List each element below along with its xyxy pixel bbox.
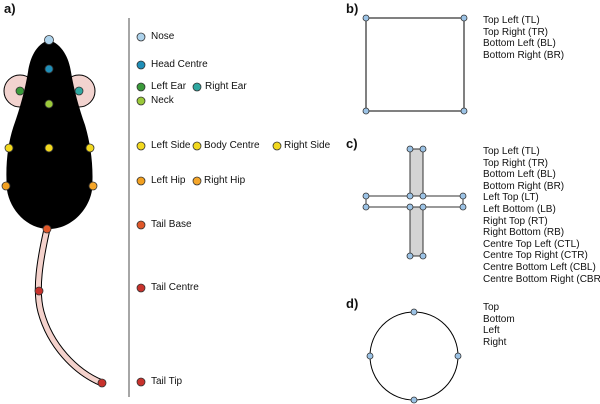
cross-horizontal-bar: [365, 195, 464, 208]
left-side-point: [4, 143, 14, 153]
legend-label-nose: Nose: [151, 31, 175, 42]
cross-vertex-lb: [362, 203, 370, 211]
cross-vertex-cbl: [406, 203, 414, 211]
list-item: Top Left (TL): [483, 15, 540, 26]
neck-point: [44, 99, 54, 109]
legend-label-left-hip: Left Hip: [151, 175, 186, 186]
body-centre-point: [44, 143, 54, 153]
tail-centre-legend-dot: [136, 283, 146, 293]
cross-shape: [365, 148, 464, 257]
list-item: Bottom Left (BL): [483, 169, 556, 181]
legend-label-left-side: Left Side: [151, 140, 191, 151]
list-item: Centre Bottom Left (CBL): [483, 261, 596, 273]
cross-vertices: [362, 145, 467, 260]
head-centre-legend-dot: [136, 60, 146, 70]
panel-a-label: a): [4, 1, 16, 16]
tail-tip-point: [97, 378, 107, 388]
left-hip-legend-dot: [136, 176, 146, 186]
list-item: Bottom Right (BR): [483, 49, 565, 61]
left-side-legend-dot: [136, 141, 146, 151]
neck-legend-dot: [136, 96, 146, 106]
rectangle-vertices: [362, 14, 468, 115]
list-item: Right Bottom (RB): [483, 227, 565, 239]
circle-vertices: [366, 308, 462, 404]
circle-vertex-left: [366, 352, 374, 360]
rectangle-shape: [365, 17, 465, 112]
cross-vertex-br: [419, 252, 427, 260]
rectangle-vertex-br: [460, 107, 468, 115]
cross-points-list: Top Left (TL) Top Right (TR) Bottom Left…: [483, 146, 600, 285]
cross-vertex-lt: [362, 192, 370, 200]
legend-label-body-centre: Body Centre: [204, 140, 260, 151]
head-centre-point: [44, 64, 54, 74]
legend-label-right-hip: Right Hip: [204, 175, 246, 186]
legend-label-neck: Neck: [151, 95, 174, 106]
body-centre-legend-dot: [192, 141, 202, 151]
list-item: Centre Top Left (CTL): [483, 238, 580, 250]
keypoint-legend-dots: [136, 32, 282, 387]
mouse-keypoints: [1, 35, 107, 388]
circle-vertex-top: [410, 308, 418, 316]
legend-label-tail-base: Tail Base: [151, 219, 192, 230]
right-hip-point: [88, 181, 98, 191]
cross-vertex-ctr: [419, 192, 427, 200]
panel-b-label: b): [346, 1, 359, 16]
list-item: Left Top (LT): [483, 192, 539, 204]
rectangle-vertex-tr: [460, 14, 468, 22]
tail-tip-legend-dot: [136, 377, 146, 387]
tail-base-legend-dot: [136, 220, 146, 230]
list-item: Bottom: [483, 313, 515, 325]
circle-points-list: Top Bottom Left Right: [483, 302, 515, 348]
legend-label-head-centre: Head Centre: [151, 59, 208, 70]
nose-point: [44, 35, 54, 45]
left-hip-point: [1, 181, 11, 191]
right-side-point: [85, 143, 95, 153]
list-item: Right: [483, 336, 507, 348]
left-ear-point: [15, 86, 25, 96]
cross-vertex-rt: [459, 192, 467, 200]
panel-d-label: d): [346, 296, 359, 311]
left-ear-legend-dot: [136, 82, 146, 92]
right-ear-point: [74, 86, 84, 96]
list-item: Top Left (TL): [483, 146, 540, 157]
legend-label-left-ear: Left Ear: [151, 81, 187, 92]
mouse-body: [6, 40, 93, 229]
right-hip-legend-dot: [192, 176, 202, 186]
rectangle-vertex-tl: [362, 14, 370, 22]
list-item: Centre Top Right (CTR): [483, 250, 588, 262]
right-side-legend-dot: [272, 141, 282, 151]
tail-base-point: [42, 224, 52, 234]
cross-vertex-rb: [459, 203, 467, 211]
list-item: Right Top (RT): [483, 215, 548, 227]
list-item: Centre Bottom Right (CBR): [483, 273, 600, 285]
mouse-tail-fill: [35, 226, 105, 386]
list-item: Top: [483, 302, 500, 313]
cross-vertex-tr: [419, 145, 427, 153]
cross-vertex-cbr: [419, 203, 427, 211]
panel-c-label: c): [346, 136, 358, 151]
right-ear-legend-dot: [192, 82, 202, 92]
list-item: Left: [483, 325, 500, 337]
legend-label-right-ear: Right Ear: [205, 81, 247, 92]
circle-shape: [369, 311, 459, 401]
nose-legend-dot: [136, 32, 146, 42]
cross-vertex-tl: [406, 145, 414, 153]
legend-label-tail-tip: Tail Tip: [151, 376, 183, 387]
legend-label-tail-centre: Tail Centre: [151, 282, 199, 293]
circle-vertex-bottom: [410, 396, 418, 404]
list-item: Top Right (TR): [483, 26, 549, 38]
rectangle-vertex-bl: [362, 107, 370, 115]
circle-vertex-right: [454, 352, 462, 360]
cross-vertex-bl: [406, 252, 414, 260]
cross-vertex-ctl: [406, 192, 414, 200]
tail-centre-point: [34, 286, 44, 296]
list-item: Bottom Right (BR): [483, 180, 565, 192]
list-item: Left Bottom (LB): [483, 203, 556, 215]
legend-label-right-side: Right Side: [284, 140, 331, 151]
list-item: Bottom Left (BL): [483, 38, 556, 50]
rectangle-points-list: Top Left (TL) Top Right (TR) Bottom Left…: [483, 15, 564, 61]
list-item: Top Right (TR): [483, 157, 549, 169]
